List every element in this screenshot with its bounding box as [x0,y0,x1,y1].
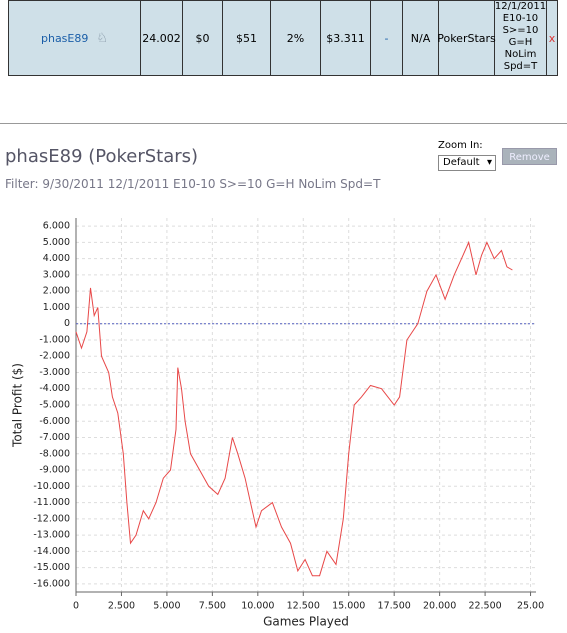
cell: $51 [223,1,271,75]
y-tick-label: -13.000 [33,530,70,541]
zoom-select[interactable]: Default [438,155,496,171]
x-tick-label: 17.500 [378,601,411,612]
x-tick-label: 22.500 [468,601,501,612]
zoom-label: Zoom In: [438,140,483,151]
filter-line: S>=10 [502,25,539,36]
divider [0,123,567,124]
x-tick-label: 15.000 [332,601,365,612]
x-tick-label: 2.500 [108,601,135,612]
player-link[interactable]: phasE89 [40,31,89,45]
filter-line: E10-10 [502,13,539,24]
y-tick-label: -11.000 [33,497,70,508]
y-tick-label: 6.000 [43,221,70,232]
y-tick-label: 0 [64,318,70,329]
remove-button[interactable]: Remove [502,148,557,165]
y-tick-label: -8.000 [39,448,70,459]
cell: $0 [183,1,223,75]
y-tick-label: 2.000 [43,286,70,297]
x-tick-label: 7.500 [199,601,226,612]
delete[interactable]: x [548,31,556,45]
filter-line: Spd=T [503,61,538,72]
y-tick-label: -15.000 [33,562,70,573]
player-name[interactable]: phasE89 ♘ [9,1,141,75]
y-tick-label: -12.000 [33,513,70,524]
y-axis-title: Total Profit ($) [11,363,25,448]
profit-line [75,240,513,577]
y-tick-label: -6.000 [39,416,70,427]
y-tick-label: -9.000 [39,465,70,476]
chart-heading: phasE89 (PokerStars) [5,146,199,167]
icon: ♘ [96,30,109,46]
y-tick-label: 4.000 [43,253,70,264]
x-tick-label: 12.500 [287,601,320,612]
cell: PokerStars [437,1,496,75]
x-tick-label: 20.000 [423,601,456,612]
y-tick-label: -2.000 [39,351,70,362]
x-tick-label: 10.000 [241,601,274,612]
y-tick-label: -16.000 [33,578,70,589]
x-axis-title: Games Played [263,615,349,629]
x-tick-label: 25.00 [517,601,544,612]
filter-cell: 12/1/2011 E10-10 S>=10 G=H NoLim Spd=T [495,1,547,75]
y-tick-label: -4.000 [39,383,70,394]
y-tick-label: 1.000 [43,302,70,313]
x-tick-label: 5.000 [153,601,180,612]
y-tick-label: -1.000 [39,334,70,345]
cell: $3.311 [321,1,371,75]
cell: 24.002 [141,1,183,75]
x-tick-label: 0 [73,601,79,612]
y-tick-label: -7.000 [39,432,70,443]
y-tick-label: -5.000 [39,400,70,411]
filter-line: NoLim [504,49,537,60]
player-row: phasE89 ♘ 24.002 $0 $51 2% $3.311 - N/A P… [8,0,558,76]
cell: 2% [271,1,321,75]
filter-line: 12/1/2011 [495,1,547,12]
cell: N/A [403,1,439,75]
y-tick-label: -10.000 [33,481,70,492]
y-tick-label: 5.000 [43,237,70,248]
y-tick-label: 3.000 [43,269,70,280]
filter-text: Filter: 9/30/2011 12/1/2011 E10-10 S>=10… [5,177,381,191]
filter-line: G=H [508,37,533,48]
cell: - [371,1,403,75]
chart: 6.000 5.000 4.000 3.000 2.000 1.000 0 -1.000 -2.… [11,218,544,629]
y-tick-label: -14.000 [33,546,70,557]
y-tick-label: -3.000 [39,367,70,378]
